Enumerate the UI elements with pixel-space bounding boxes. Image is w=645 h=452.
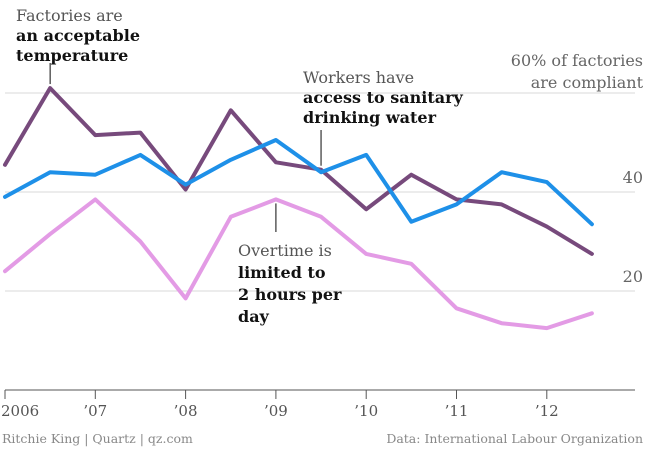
annotation-1-line-1: access to sanitary [303,88,464,107]
annotation-2-line-3: day [238,307,270,326]
x-tick-label-2006: 2006 [1,402,39,420]
y-top-label-line-0: 60% of factories [511,51,643,70]
x-axis [4,389,635,399]
annotation-0-line-0: Factories are [16,6,123,25]
series-lines [3,86,594,331]
annotation-2-line-2: 2 hours per [238,285,342,304]
x-tick-label-2012: ’12 [535,402,559,420]
series-line-0 [3,86,594,256]
y-top-label-line-1: are compliant [531,73,644,92]
x-tick-label-2011: ’11 [445,402,469,420]
annotation-1-line-2: drinking water [303,108,437,127]
series-line-2 [3,197,594,331]
x-tick-label-2007: ’07 [83,402,107,420]
annotation-2-line-0: Overtime is [238,241,332,260]
annotation-0-line-1: an acceptable [16,26,140,45]
y-tick-label-20: 20 [623,267,643,286]
y-tick-label-40: 40 [623,168,643,187]
annotation-2-line-1: limited to [238,263,326,282]
x-tick-label-2010: ’10 [354,402,378,420]
x-tick-label-2009: ’09 [264,402,288,420]
annotation-0-line-2: temperature [16,46,128,65]
x-tick-label-2008: ’08 [174,402,198,420]
footer: Ritchie King | Quartz | qz.com Data: Int… [2,431,643,446]
footer-credit: Ritchie King | Quartz | qz.com [2,431,193,446]
annotation-1-line-0: Workers have [303,68,414,87]
footer-source: Data: International Labour Organization [386,431,643,446]
axis-labels: 2006 ’07 ’08 ’09 ’10 ’11 ’12 20 40 60% of factori… [1,51,644,420]
gridlines [5,92,635,292]
series-line-1 [3,138,594,227]
